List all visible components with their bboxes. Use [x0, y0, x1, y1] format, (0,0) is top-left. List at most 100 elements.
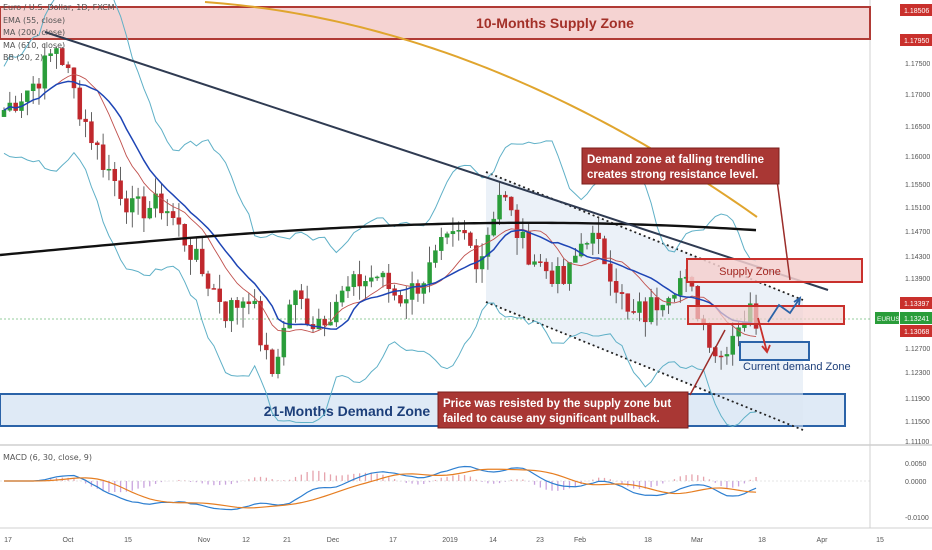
legend-ma610: MA (610, close) — [3, 40, 66, 50]
legend-ma200: MA (200, close) — [3, 28, 66, 37]
price-flag-upper-text: 1.13397 — [904, 301, 929, 308]
candle-body — [543, 261, 549, 272]
channel-upper-line — [485, 171, 804, 301]
candle-body — [316, 318, 322, 330]
candle-body — [421, 283, 427, 294]
candle-body — [199, 248, 205, 275]
candle-body — [182, 224, 187, 246]
candle-body — [398, 295, 403, 304]
candle-body — [229, 300, 234, 322]
time-tick-label: 14 — [489, 537, 497, 544]
time-tick-label: 21 — [283, 537, 291, 544]
ema-55-line — [3, 80, 757, 330]
time-tick-label: Apr — [817, 537, 829, 544]
price-flag-top — [900, 4, 932, 16]
callout-resisted-line2: failed to cause any significant pullback… — [443, 413, 660, 425]
current-price-flag — [900, 312, 932, 324]
price-tick-label: 1.13900 — [905, 276, 930, 283]
price-tick-label: 1.12300 — [905, 370, 930, 377]
price-tick-label: 1.11100 — [905, 439, 929, 446]
candle-body — [374, 276, 380, 279]
demand-zone-21m-label: 21-Months Demand Zone — [264, 403, 431, 419]
time-tick-label: 15 — [876, 537, 884, 544]
candle-body — [409, 283, 415, 300]
time-tick-label: Mar — [691, 537, 704, 544]
candle-body — [211, 288, 217, 290]
candle-body — [532, 261, 537, 265]
candle-body — [281, 327, 287, 358]
current-demand-zone — [739, 341, 810, 361]
candle-body — [404, 299, 409, 304]
candle-body — [631, 311, 636, 313]
candle-body — [637, 301, 642, 313]
time-tick-label: Oct — [63, 537, 74, 544]
current-demand-zone-label: Current demand Zone — [743, 361, 851, 373]
candle-body — [473, 245, 479, 270]
candle-body — [240, 301, 246, 308]
chart-legend: Euro / U.S. Dollar, 1D, FXCM EMA (55, cl… — [3, 2, 115, 65]
supply-zone-10m-label: 10-Months Supply Zone — [476, 15, 634, 31]
macd-line — [4, 465, 757, 511]
channel-lower-line — [485, 301, 804, 431]
candle-body — [299, 290, 304, 300]
candle-body — [526, 231, 531, 265]
bollinger-lower — [3, 151, 757, 428]
candle-body — [724, 354, 730, 357]
candle-body — [1, 110, 7, 117]
candle-body — [217, 288, 222, 302]
legend-symbol: Euro / U.S. Dollar, 1D, FXCM — [3, 3, 115, 12]
candle-body — [555, 266, 561, 284]
candle-body — [439, 237, 444, 251]
callout-resistance-line1: Demand zone at falling trendline — [587, 154, 764, 166]
candle-body — [25, 90, 30, 102]
price-tick-label: 1.17500 — [905, 61, 930, 68]
candle-body — [357, 274, 362, 287]
price-tick-label: 1.14300 — [905, 254, 930, 261]
candle-body — [567, 262, 572, 284]
price-tick-label: 1.12700 — [905, 346, 930, 353]
time-tick-label: 23 — [536, 537, 544, 544]
supply-zone-label: Supply Zone — [719, 266, 781, 278]
candle-body — [135, 196, 141, 199]
candle-body — [380, 272, 386, 278]
candle-body — [188, 244, 193, 260]
candle-body — [479, 256, 485, 270]
legend-ema: EMA (55, close) — [3, 15, 66, 25]
symbol-flag — [875, 312, 899, 324]
candle-body — [660, 304, 666, 311]
candle-body — [363, 281, 368, 287]
candle-body — [643, 301, 648, 323]
symbol-flag-text: EURUSD — [877, 316, 905, 323]
time-tick-label: Feb — [574, 537, 586, 544]
price-tick-label: 1.15100 — [905, 205, 930, 212]
price-flag-zone-text: 1.17950 — [904, 38, 929, 45]
candle-body — [147, 207, 152, 219]
candle-body — [322, 318, 327, 326]
candle-body — [503, 194, 508, 198]
callout-resisted-pointer — [689, 329, 726, 396]
candle-body — [625, 293, 631, 312]
supply-zone-10m — [0, 6, 871, 40]
candle-body — [386, 272, 392, 289]
candle-body — [48, 53, 53, 56]
candle-body — [345, 286, 351, 292]
price-tick-label: 1.11500 — [905, 419, 930, 426]
legend-bb: BB (20, 2) — [3, 53, 44, 62]
candle-body — [223, 301, 228, 322]
callout-resisted-line1: Price was resisted by the supply zone bu… — [443, 398, 671, 410]
price-tick-label: 1.17000 — [905, 92, 930, 99]
candle-body — [258, 300, 263, 346]
price-flag-upper — [900, 297, 932, 309]
price-tick-label: 1.14700 — [905, 229, 930, 236]
candle-body — [264, 344, 269, 351]
time-tick-label: 15 — [124, 537, 132, 544]
down-arrow — [757, 317, 768, 353]
candle-body — [351, 274, 357, 288]
candle-body — [648, 297, 654, 323]
candle-body — [433, 250, 438, 263]
time-tick-label: 18 — [758, 537, 766, 544]
current-supply-box — [687, 305, 845, 325]
macd-tick-label: 0.0050 — [905, 461, 927, 468]
candle-body — [71, 67, 77, 89]
candle-body — [153, 193, 158, 209]
